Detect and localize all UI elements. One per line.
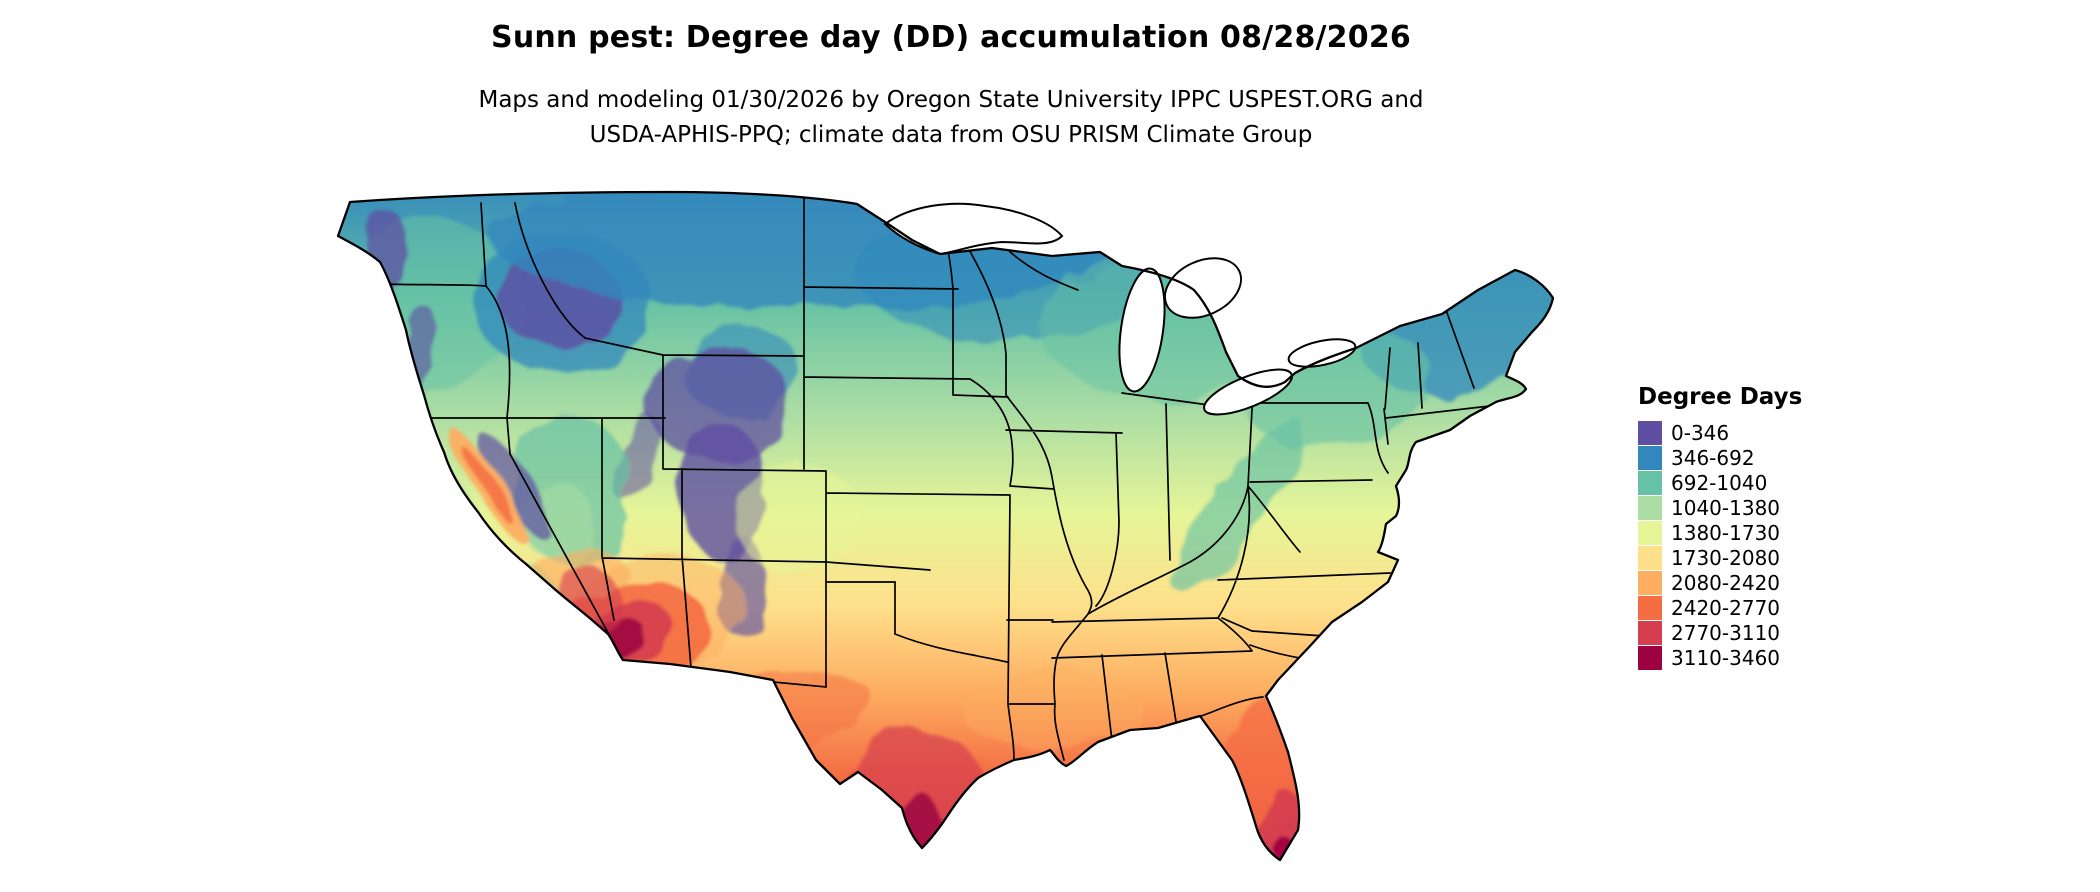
map-header: Sunn pest: Degree day (DD) accumulation …: [478, 20, 1423, 152]
legend-row: 692-1040: [1638, 470, 1802, 495]
legend-swatch: [1638, 570, 1662, 595]
legend-swatch: [1638, 445, 1662, 470]
legend-row: 1730-2080: [1638, 545, 1802, 570]
legend-swatch: [1638, 620, 1662, 645]
legend-swatch: [1638, 470, 1662, 495]
lake-michigan: [1118, 267, 1166, 393]
legend-label: 2770-3110: [1671, 620, 1781, 645]
legend-row: 3110-3460: [1638, 645, 1802, 670]
us-degree-day-map: [310, 190, 1600, 880]
legend-swatch: [1638, 545, 1662, 570]
legend-label: 1380-1730: [1671, 520, 1781, 545]
legend-label: 692-1040: [1671, 470, 1768, 495]
legend-row: 1040-1380: [1638, 495, 1802, 520]
legend-entries: 0-346 346-692 692-1040 1040-1380 1380-1730 17…: [1638, 420, 1802, 670]
subtitle-line-1: Maps and modeling 01/30/2026 by Oregon S…: [478, 87, 1424, 113]
legend-label: 2420-2770: [1671, 595, 1781, 620]
degree-day-raster: [338, 192, 1553, 860]
legend-title: Degree Days: [1638, 384, 1803, 410]
great-lakes: [883, 202, 1357, 416]
subtitle-line-2: USDA-APHIS-PPQ; climate data from OSU PR…: [589, 121, 1313, 148]
legend-row: 1380-1730: [1638, 520, 1802, 545]
legend-label: 346-692: [1671, 445, 1755, 470]
state-boundaries: [338, 197, 1491, 773]
map-subtitle: Maps and modeling 01/30/2026 by Oregon S…: [478, 83, 1423, 152]
legend-label: 2080-2420: [1671, 570, 1781, 595]
lake-ontario: [1287, 338, 1357, 368]
legend-swatch: [1638, 645, 1662, 670]
legend-swatch: [1638, 595, 1662, 620]
legend-swatch: [1638, 520, 1662, 545]
legend-label: 3110-3460: [1671, 645, 1781, 670]
lake-huron: [1163, 257, 1243, 319]
legend-label: 1730-2080: [1671, 545, 1781, 570]
degree-days-legend: Degree Days 0-346 346-692 692-1040 1040-138…: [1638, 384, 1802, 670]
legend-swatch: [1638, 420, 1662, 445]
legend-swatch: [1638, 495, 1662, 520]
page-title: Sunn pest: Degree day (DD) accumulation …: [491, 20, 1411, 55]
conus-outline: [336, 190, 1555, 862]
legend-label: 0-346: [1671, 420, 1730, 445]
legend-row: 0-346: [1638, 420, 1802, 445]
legend-row: 346-692: [1638, 445, 1802, 470]
legend-row: 2770-3110: [1638, 620, 1802, 645]
legend-label: 1040-1380: [1671, 495, 1781, 520]
legend-row: 2420-2770: [1638, 595, 1802, 620]
legend-row: 2080-2420: [1638, 570, 1802, 595]
conus-map-svg: [336, 190, 1555, 862]
